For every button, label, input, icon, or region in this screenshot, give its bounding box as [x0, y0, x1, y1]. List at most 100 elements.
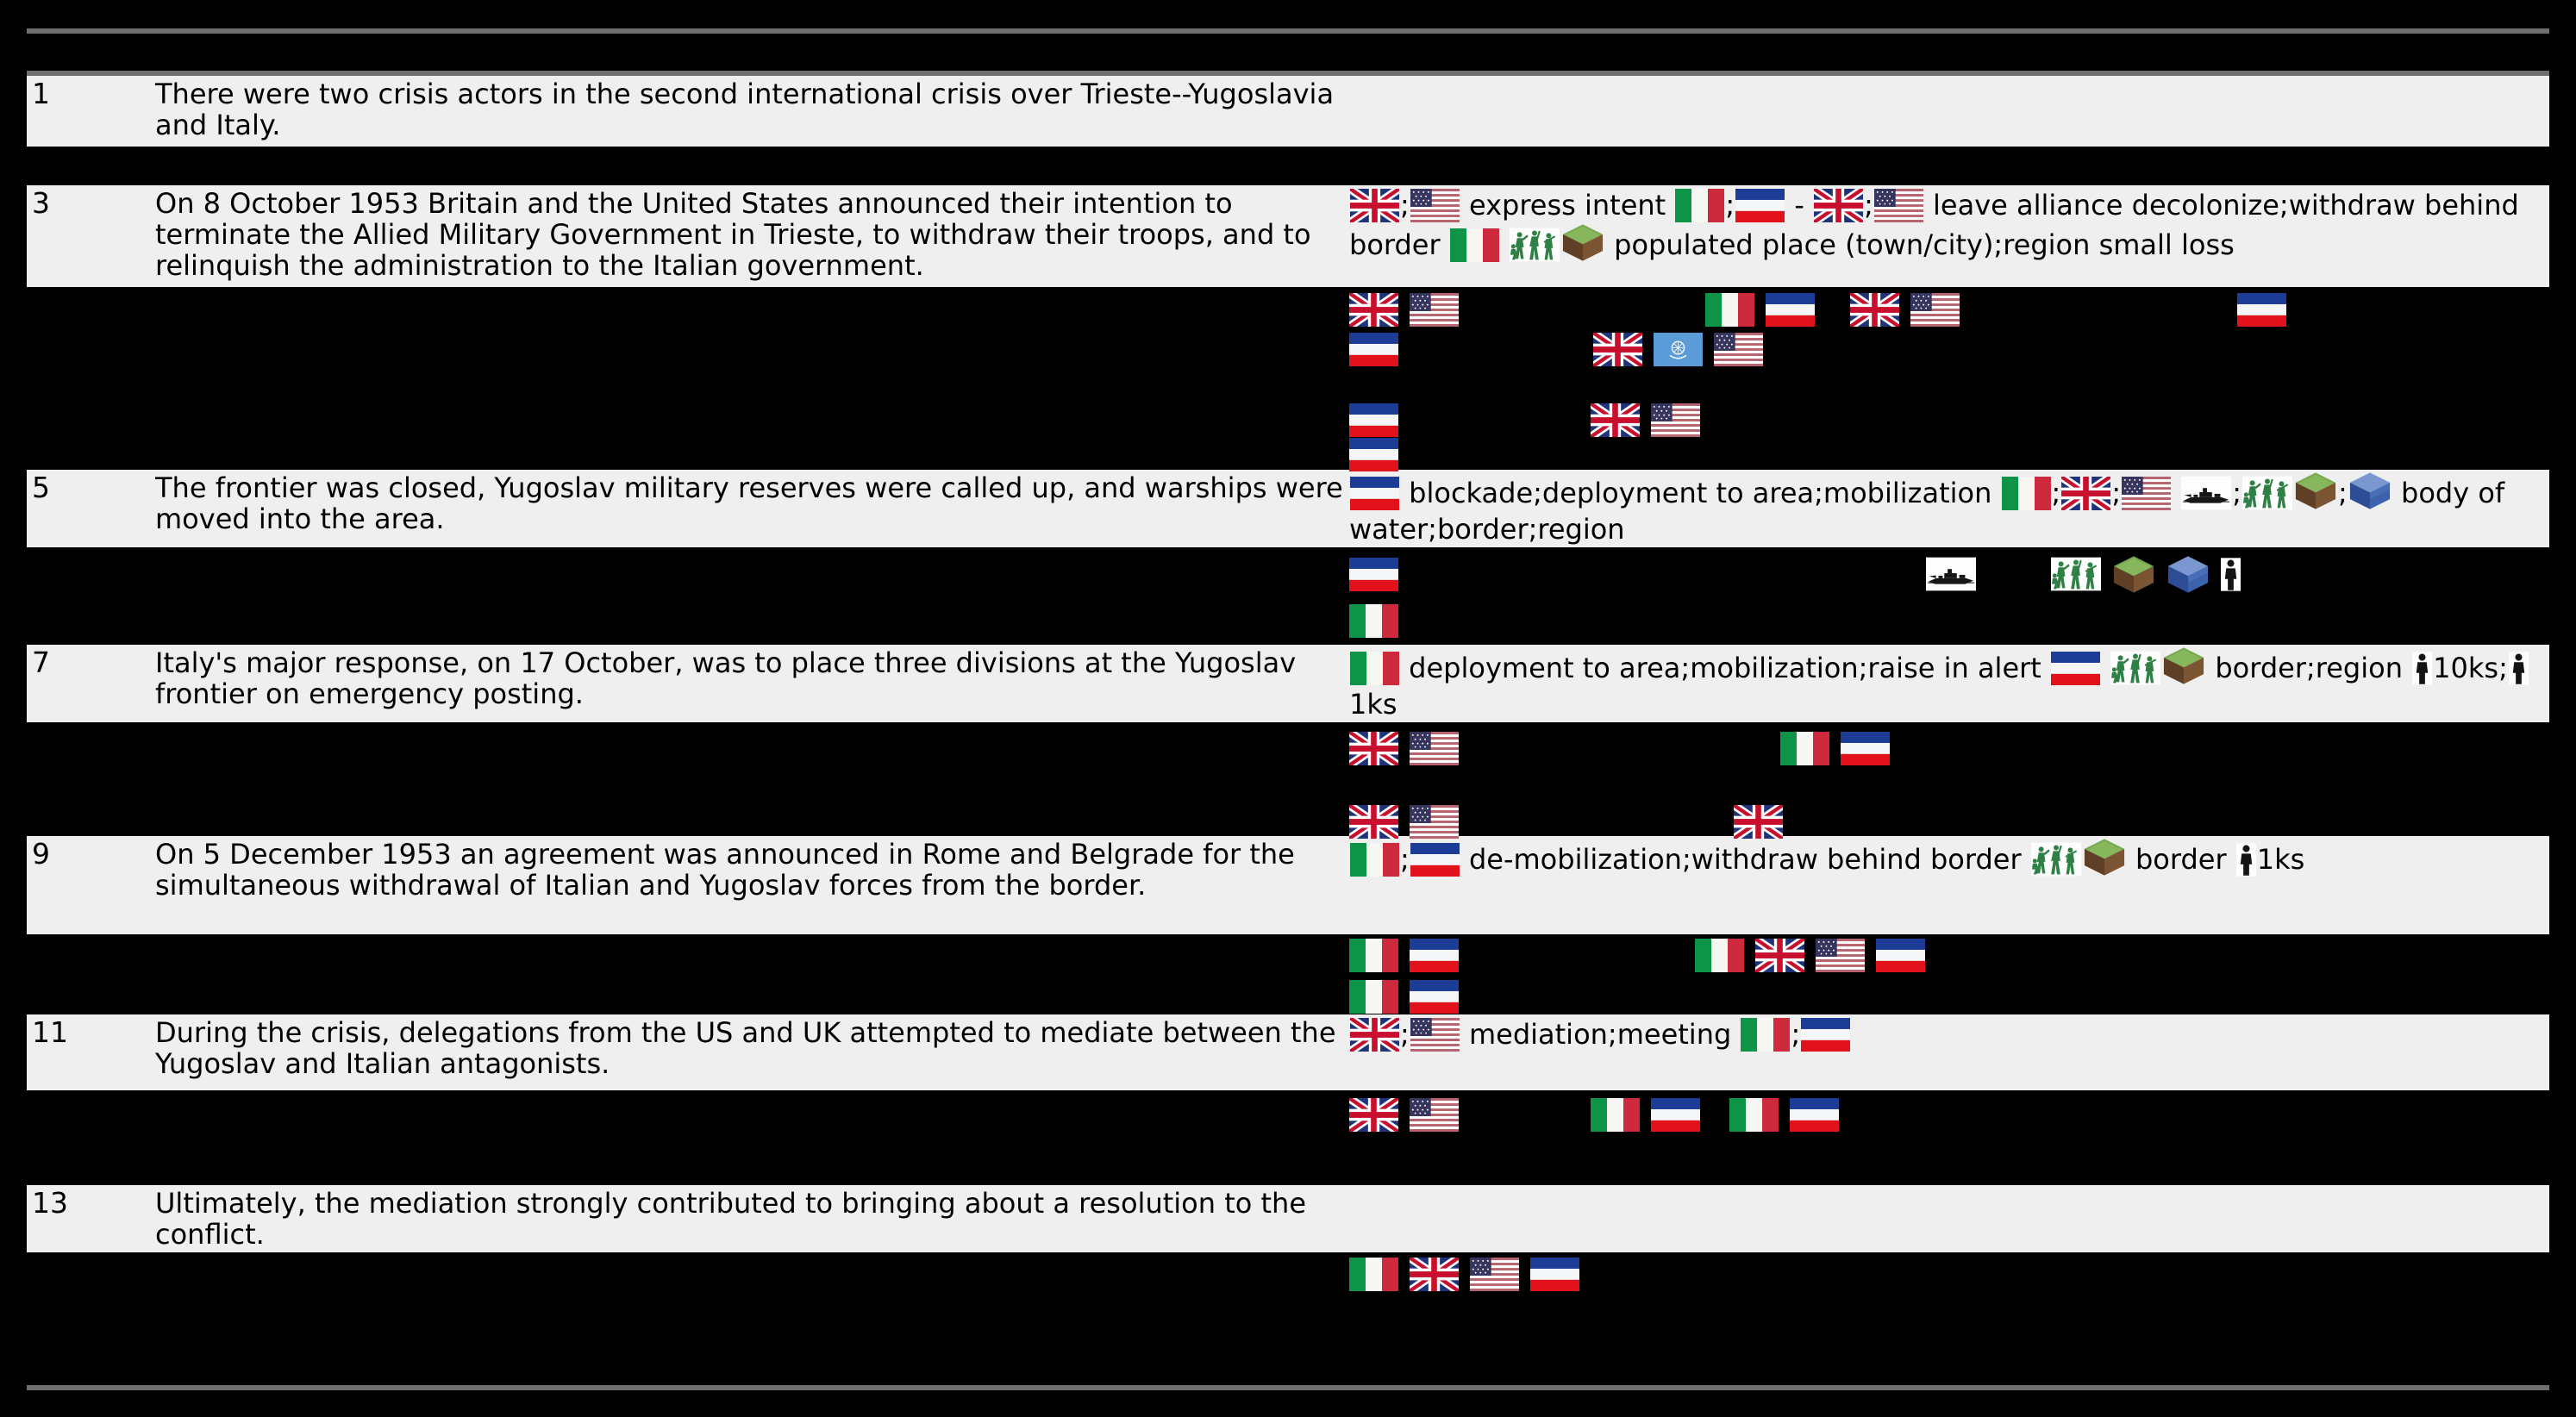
warship-icon — [2181, 476, 2232, 510]
annotation-text — [2172, 477, 2180, 509]
flag-group — [1349, 329, 1398, 369]
annotation-text — [2101, 652, 2110, 684]
uk-flag-icon — [1591, 403, 1640, 437]
flag-group — [1593, 329, 1763, 369]
person-icon — [2508, 652, 2529, 685]
flag-group — [1591, 400, 1700, 440]
italy-flag-icon — [1591, 1097, 1640, 1132]
italy-flag-icon — [2001, 477, 2051, 510]
row-number: 1 — [32, 77, 50, 110]
uk-flag-icon — [2061, 477, 2111, 510]
annotation-text: mediation;meeting — [1460, 1018, 1741, 1051]
uk-flag-icon — [1349, 292, 1398, 327]
annotation-text: blockade;deployment to area;mobilization — [1400, 477, 2001, 509]
annotation-text: ; — [1791, 1018, 1801, 1051]
annotation-text: leave alliance decolonize;withdraw behin… — [1349, 189, 2519, 261]
header-divider-bar — [27, 71, 2549, 76]
row-number: 7 — [32, 646, 50, 679]
grass-block-icon — [2112, 555, 2155, 594]
uk-flag-icon — [1349, 804, 1398, 839]
yugoslavia-flag-icon — [1651, 1097, 1700, 1132]
annotation-sub-row — [0, 728, 2576, 768]
annotation-cell: ; de-mobilization;withdraw behind border… — [1349, 838, 2549, 877]
uk-flag-icon — [1850, 292, 1899, 327]
annotation-cell: deployment to area;mobilization;raise in… — [1349, 646, 2549, 722]
flag-group — [1349, 290, 1459, 329]
sentence-row-9: 9 On 5 December 1953 an agreement was ann… — [27, 836, 2549, 934]
flag-group — [1349, 554, 1398, 594]
uk-flag-icon — [1734, 804, 1783, 839]
yugoslavia-flag-icon — [1876, 938, 1925, 972]
sentence-text: Italy's major response, on 17 October, w… — [155, 646, 1297, 710]
row-number: 5 — [32, 471, 50, 504]
row-number: 9 — [32, 837, 50, 871]
yugoslavia-flag-icon — [2051, 652, 2100, 685]
yugoslavia-flag-icon — [1801, 1018, 1851, 1052]
flag-group — [1349, 802, 1459, 841]
annotation-sub-row — [0, 290, 2576, 329]
flag-group — [1695, 935, 1925, 975]
grass-block-icon — [1561, 223, 1604, 262]
annotation-text: - — [1785, 189, 1814, 222]
italy-flag-icon — [1705, 292, 1754, 327]
flag-group — [1926, 554, 1976, 594]
italy-flag-icon — [1349, 1257, 1398, 1291]
sentence-row-7: 7 Italy's major response, on 17 October, … — [27, 645, 2549, 722]
annotation-cell: ; mediation;meeting ; — [1349, 1016, 2549, 1052]
us-flag-icon — [2122, 477, 2172, 510]
sentence-text: The frontier was closed, Yugoslav milita… — [155, 471, 1343, 535]
sentence-row-13: 13 Ultimately, the mediation strongly con… — [27, 1185, 2549, 1252]
yugoslavia-flag-icon — [1841, 731, 1890, 765]
soldiers-icon — [1509, 228, 1560, 262]
flag-group — [1591, 1095, 1700, 1134]
sentence-row-5: 5 The frontier was closed, Yugoslav milit… — [27, 470, 2549, 547]
annotation-text: border;region — [2206, 652, 2412, 684]
flag-group — [1349, 434, 1398, 474]
yugoslavia-flag-icon — [1766, 292, 1815, 327]
annotation-sub-row — [0, 1254, 2576, 1294]
uk-flag-icon — [1350, 1018, 1399, 1052]
uk-flag-icon — [1410, 1257, 1459, 1291]
row-number: 13 — [32, 1186, 68, 1220]
flag-group — [1705, 290, 1815, 329]
flag-group — [1349, 400, 1398, 440]
us-flag-icon — [1470, 1257, 1519, 1291]
italy-flag-icon — [1349, 979, 1398, 1014]
italy-flag-icon — [1449, 228, 1499, 262]
yugoslavia-flag-icon — [1349, 332, 1398, 366]
yugoslavia-flag-icon — [1410, 938, 1459, 972]
flag-group — [2237, 290, 2286, 329]
annotation-sub-row — [0, 601, 2576, 640]
sentence-row-3: 3 On 8 October 1953 Britain and the Unite… — [27, 185, 2549, 287]
uk-flag-icon — [1755, 938, 1804, 972]
person-icon — [2235, 843, 2256, 877]
yugoslavia-flag-icon — [1790, 1097, 1839, 1132]
us-flag-icon — [1410, 804, 1459, 839]
grass-block-icon — [2162, 646, 2205, 685]
annotation-text: ; — [1725, 189, 1735, 222]
annotation-sub-row — [0, 434, 2576, 474]
soldiers-icon — [2051, 557, 2101, 591]
annotation-sub-row — [0, 1095, 2576, 1134]
annotation-text — [1500, 228, 1509, 261]
us-flag-icon — [1714, 332, 1763, 366]
annotation-text: ; — [1400, 189, 1410, 222]
annotation-sub-row — [0, 977, 2576, 1016]
us-flag-icon — [1410, 731, 1459, 765]
italy-flag-icon — [1729, 1097, 1779, 1132]
italy-flag-icon — [1349, 938, 1398, 972]
annotation-cell: blockade;deployment to area;mobilization… — [1349, 471, 2549, 547]
uk-flag-icon — [1814, 189, 1864, 222]
annotation-text: ; — [1400, 1018, 1410, 1051]
italy-flag-icon — [1695, 938, 1744, 972]
flag-group — [1349, 1095, 1459, 1134]
sentence-row-11: 11 During the crisis, delegations from th… — [27, 1014, 2549, 1090]
annotation-text: ; — [2232, 477, 2242, 509]
yugoslavia-flag-icon — [1350, 477, 1399, 510]
top-divider-bar — [27, 28, 2549, 34]
italy-flag-icon — [1675, 189, 1725, 222]
yugoslavia-flag-icon — [1349, 403, 1398, 437]
annotation-text: ; — [2338, 477, 2348, 509]
flag-group — [2051, 554, 2241, 594]
us-flag-icon — [1873, 189, 1923, 222]
